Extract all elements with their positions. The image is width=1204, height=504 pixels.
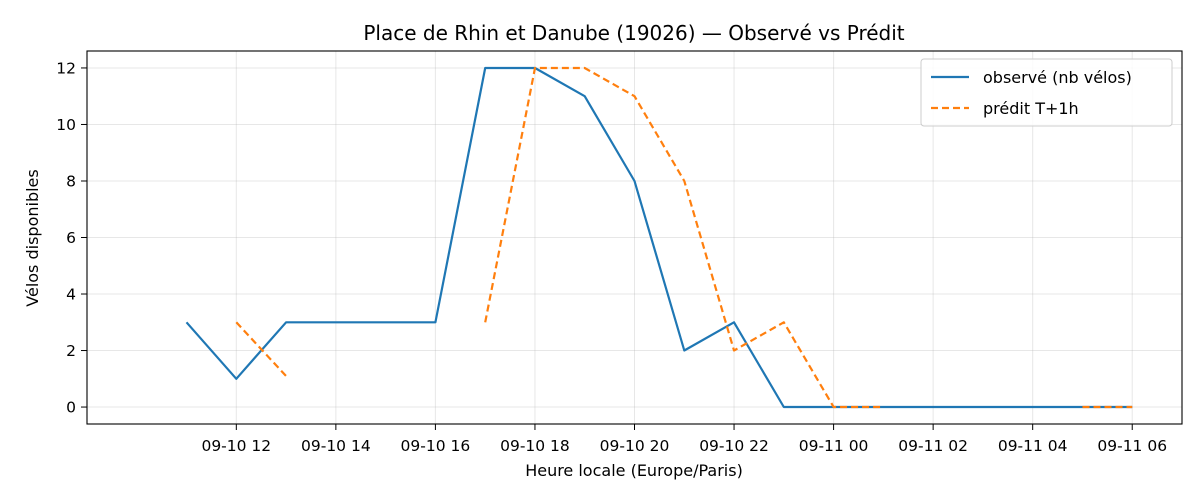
y-tick-label: 0 [66,399,76,417]
chart-title: Place de Rhin et Danube (19026) — Observ… [363,21,904,45]
x-tick-label: 09-10 14 [301,437,371,455]
series-line-observed [185,66,1133,409]
y-tick-label: 12 [56,59,76,77]
x-tick-label: 09-11 02 [898,437,968,455]
x-tick-label: 09-10 16 [401,437,471,455]
x-tick-label: 09-10 22 [699,437,769,455]
x-tick-label: 09-11 04 [998,437,1068,455]
y-tick-label: 6 [66,229,76,247]
series-line-predicted [484,66,884,409]
legend-box [920,58,1173,127]
legend: observé (nb vélos) prédit T+1h [920,58,1173,127]
y-tick-label: 10 [56,116,76,134]
ticks-layer: 09-10 12 09-10 14 09-10 16 09-10 18 09-10 20… [56,59,1167,455]
x-tick-label: 09-11 00 [799,437,869,455]
series-layer [185,66,1133,409]
y-axis-label: Vélos disponibles [23,169,42,306]
y-tick-label: 2 [66,342,76,360]
grid-layer [87,51,1182,424]
x-tick-label: 09-10 18 [500,437,570,455]
legend-label-predicted: prédit T+1h [983,99,1079,118]
y-tick-label: 8 [66,172,76,190]
x-axis-label: Heure locale (Europe/Paris) [525,461,743,480]
x-tick-label: 09-11 06 [1097,437,1167,455]
x-tick-label: 09-10 12 [201,437,271,455]
legend-label-observed: observé (nb vélos) [983,68,1132,87]
y-tick-label: 4 [66,286,76,304]
series-line-predicted [235,321,287,377]
x-tick-label: 09-10 20 [600,437,670,455]
